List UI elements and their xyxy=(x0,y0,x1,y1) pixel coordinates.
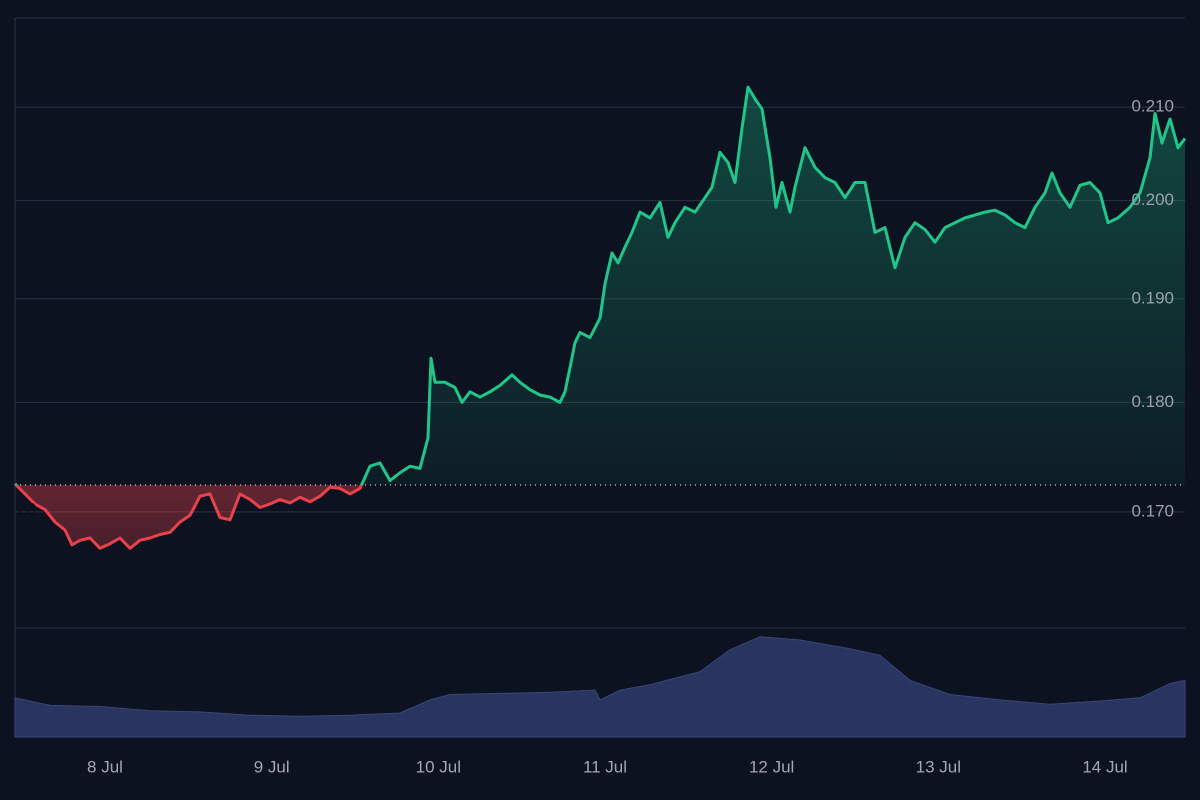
x-tick-label: 12 Jul xyxy=(749,757,794,776)
y-tick-label: 0.200 xyxy=(1131,190,1174,209)
y-tick-label: 0.170 xyxy=(1131,501,1174,520)
price-area xyxy=(15,87,1185,549)
baseline-label: 23 xyxy=(17,500,36,519)
x-tick-label: 11 Jul xyxy=(583,757,627,776)
marks xyxy=(13,85,1187,738)
labels: 0.170 0.180 0.190 0.200 0.210 8 Jul 9 Jul 10 Ju… xyxy=(17,97,1174,777)
x-tick-label: 14 Jul xyxy=(1082,757,1127,776)
price-line xyxy=(13,85,1187,550)
volume-area xyxy=(14,636,1186,738)
y-tick-label: 0.190 xyxy=(1131,288,1174,307)
x-tick-label: 13 Jul xyxy=(916,757,961,776)
x-tick-label: 8 Jul xyxy=(87,757,123,776)
x-tick-label: 9 Jul xyxy=(254,757,290,776)
y-tick-label: 0.210 xyxy=(1131,97,1174,116)
x-tick-label: 10 Jul xyxy=(416,757,461,776)
y-tick-label: 0.180 xyxy=(1131,392,1174,411)
